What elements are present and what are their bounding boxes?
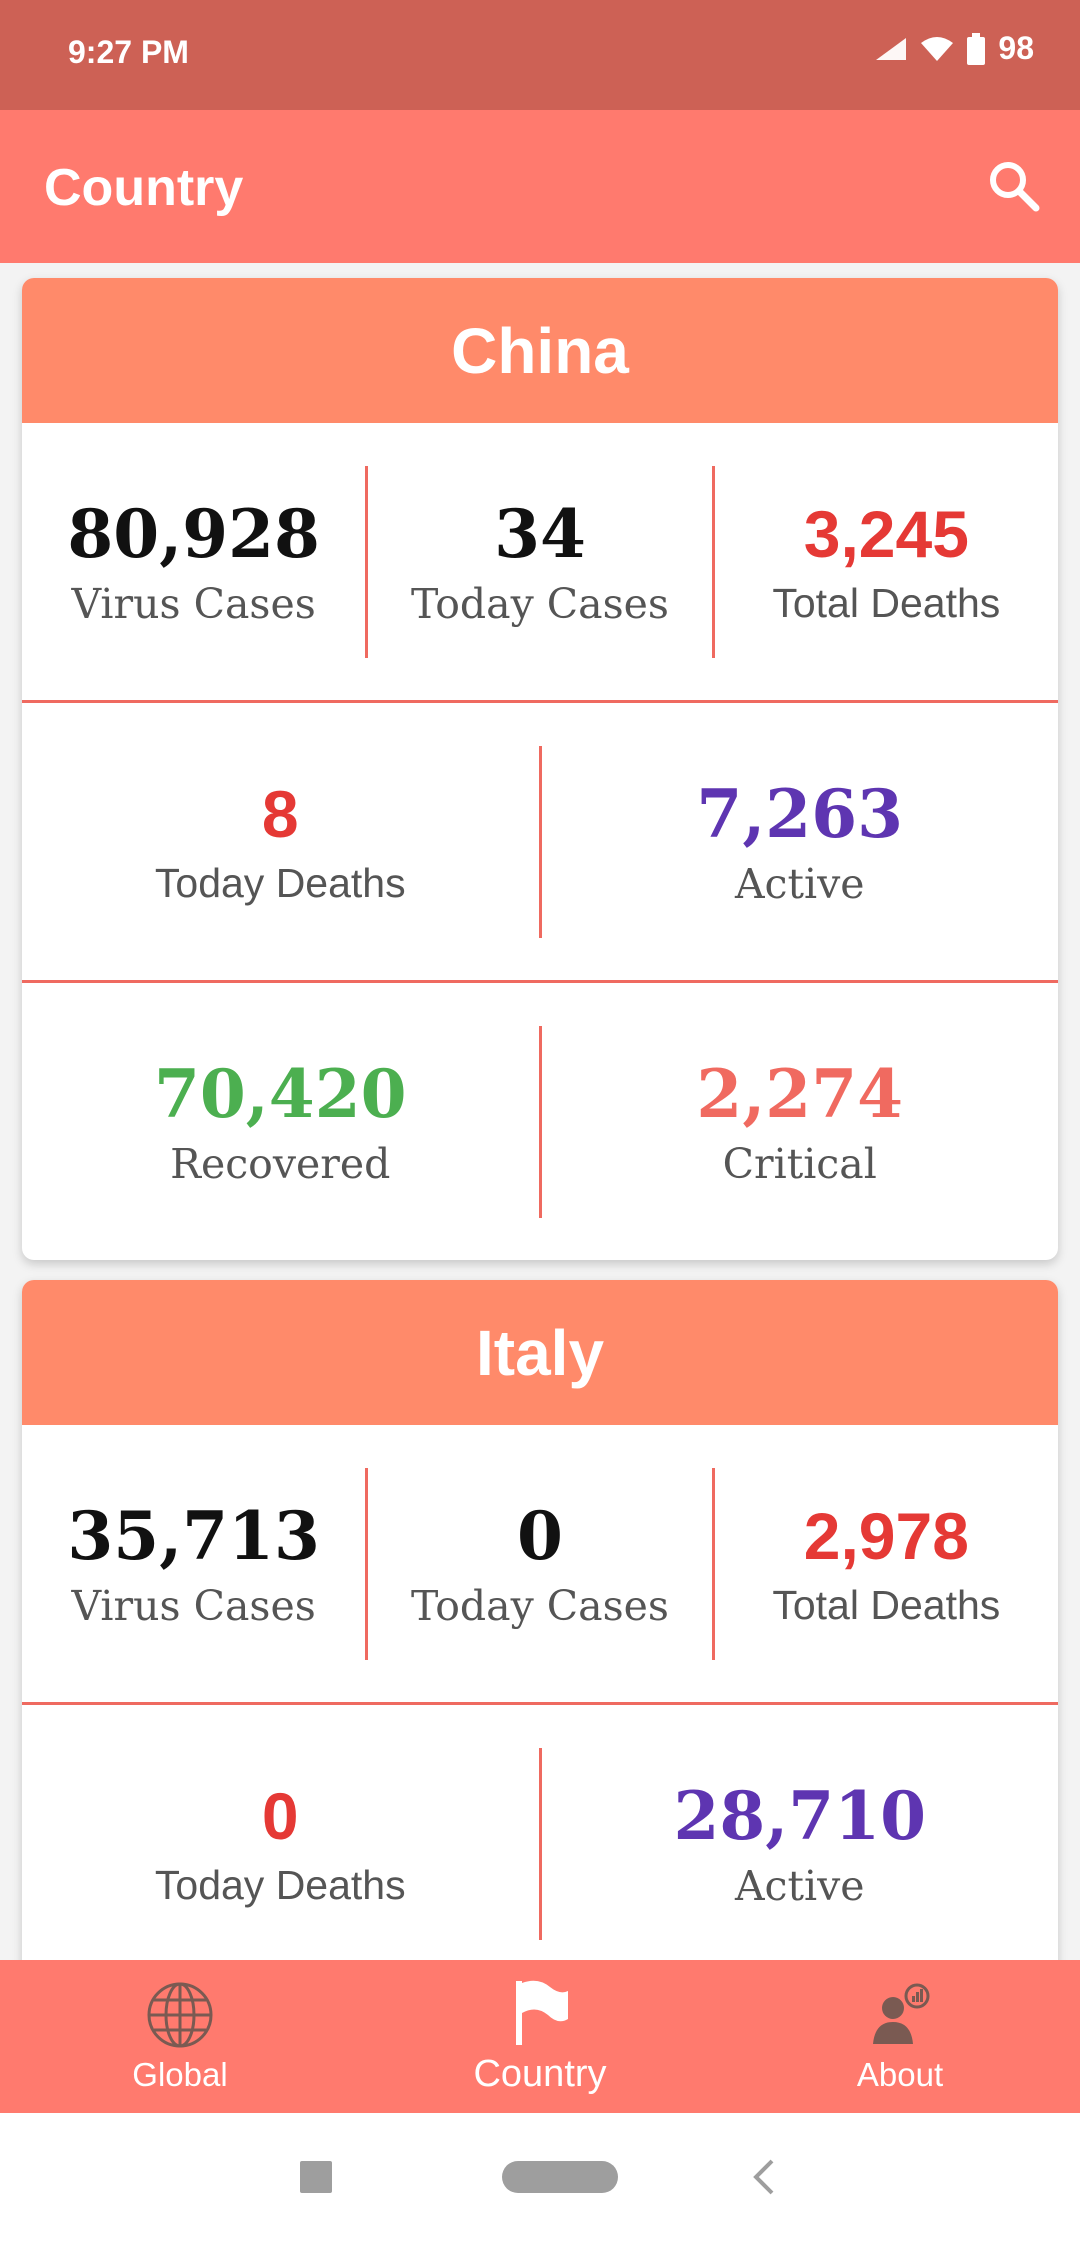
total-deaths-value: 2,978 <box>803 1499 969 1573</box>
total-deaths-label: Total Deaths <box>772 580 1001 626</box>
total-deaths-value: 3,245 <box>803 497 969 571</box>
today-cases-label: Today Cases <box>411 1581 669 1630</box>
active-label: Active <box>734 859 865 908</box>
battery-icon <box>967 32 986 65</box>
nav-about[interactable]: About <box>720 1960 1080 2113</box>
today-deaths-stat: 0 Today Deaths <box>22 1748 539 1940</box>
globe-icon <box>147 1982 213 2047</box>
critical-value: 2,274 <box>696 1054 904 1133</box>
nav-global-label: Global <box>132 2055 228 2093</box>
active-stat: 7,263 Active <box>538 745 1059 938</box>
active-value: 28,710 <box>673 1776 927 1855</box>
search-icon[interactable] <box>984 156 1044 216</box>
person-chart-icon <box>873 1983 930 2044</box>
page-title: Country <box>44 159 244 217</box>
today-deaths-label: Today Deaths <box>154 860 406 906</box>
total-deaths-stat: 3,245 Total Deaths <box>711 465 1058 658</box>
nav-global[interactable]: Global <box>0 1960 360 2113</box>
nav-about-label: About <box>856 2055 944 2093</box>
system-nav-bar <box>0 2113 1080 2244</box>
today-cases-label: Today Cases <box>411 579 669 628</box>
critical-stat: 2,274 Critical <box>538 1025 1059 1218</box>
signal-icon <box>876 37 907 60</box>
today-deaths-value: 0 <box>261 1779 299 1853</box>
stats-row: 8 Today Deaths 7,263 Active <box>22 703 1058 983</box>
today-deaths-value: 8 <box>261 777 299 851</box>
country-card-italy[interactable]: Italy 35,713 Virus Cases 0 Today Cases 2… <box>22 1280 1058 1960</box>
virus-cases-value: 80,928 <box>67 494 320 573</box>
today-deaths-label: Today Deaths <box>154 1862 406 1908</box>
active-label: Active <box>734 1861 865 1910</box>
status-time: 9:27 PM <box>68 34 189 70</box>
virus-cases-stat: 80,928 Virus Cases <box>22 466 365 658</box>
country-name: China <box>22 278 1058 423</box>
recovered-value: 70,420 <box>153 1054 407 1133</box>
today-cases-value: 34 <box>494 494 586 573</box>
battery-level: 98 <box>998 30 1034 66</box>
stats-row: 35,713 Virus Cases 0 Today Cases 2,978 T… <box>22 1425 1058 1705</box>
nav-country[interactable]: Country <box>360 1960 720 2113</box>
today-deaths-stat: 8 Today Deaths <box>22 746 539 938</box>
critical-label: Critical <box>722 1139 877 1188</box>
country-name: Italy <box>22 1280 1058 1425</box>
total-deaths-stat: 2,978 Total Deaths <box>711 1467 1058 1660</box>
stats-row: 80,928 Virus Cases 34 Today Cases 3,245 … <box>22 423 1058 703</box>
active-value: 7,263 <box>696 774 904 853</box>
recovered-label: Recovered <box>170 1139 391 1188</box>
active-stat: 28,710 Active <box>538 1747 1059 1940</box>
status-icons: 98 <box>874 30 1034 67</box>
flag-icon <box>516 1980 568 2045</box>
status-bar: 9:27 PM 98 <box>0 0 1080 110</box>
bottom-nav: Global Country About <box>0 1960 1080 2113</box>
country-list[interactable]: China 80,928 Virus Cases 34 Today Cases … <box>0 263 1080 1960</box>
virus-cases-stat: 35,713 Virus Cases <box>22 1468 365 1660</box>
nav-country-label: Country <box>473 2053 607 2095</box>
stats-row: 0 Today Deaths 28,710 Active <box>22 1705 1058 1960</box>
app-bar: Country <box>0 110 1080 263</box>
virus-cases-label: Virus Cases <box>71 1581 316 1630</box>
today-cases-stat: 0 Today Cases <box>365 1467 711 1660</box>
today-cases-value: 0 <box>517 1496 563 1575</box>
wifi-icon <box>921 36 954 61</box>
home-button[interactable] <box>502 2161 618 2193</box>
back-button[interactable] <box>748 2157 778 2197</box>
today-cases-stat: 34 Today Cases <box>365 465 711 658</box>
country-card-china[interactable]: China 80,928 Virus Cases 34 Today Cases … <box>22 278 1058 1260</box>
recent-apps-button[interactable] <box>298 2159 334 2195</box>
recovered-stat: 70,420 Recovered <box>22 1026 539 1218</box>
virus-cases-label: Virus Cases <box>71 579 316 628</box>
stats-row: 70,420 Recovered 2,274 Critical <box>22 983 1058 1260</box>
virus-cases-value: 35,713 <box>67 1496 320 1575</box>
total-deaths-label: Total Deaths <box>772 1582 1001 1628</box>
